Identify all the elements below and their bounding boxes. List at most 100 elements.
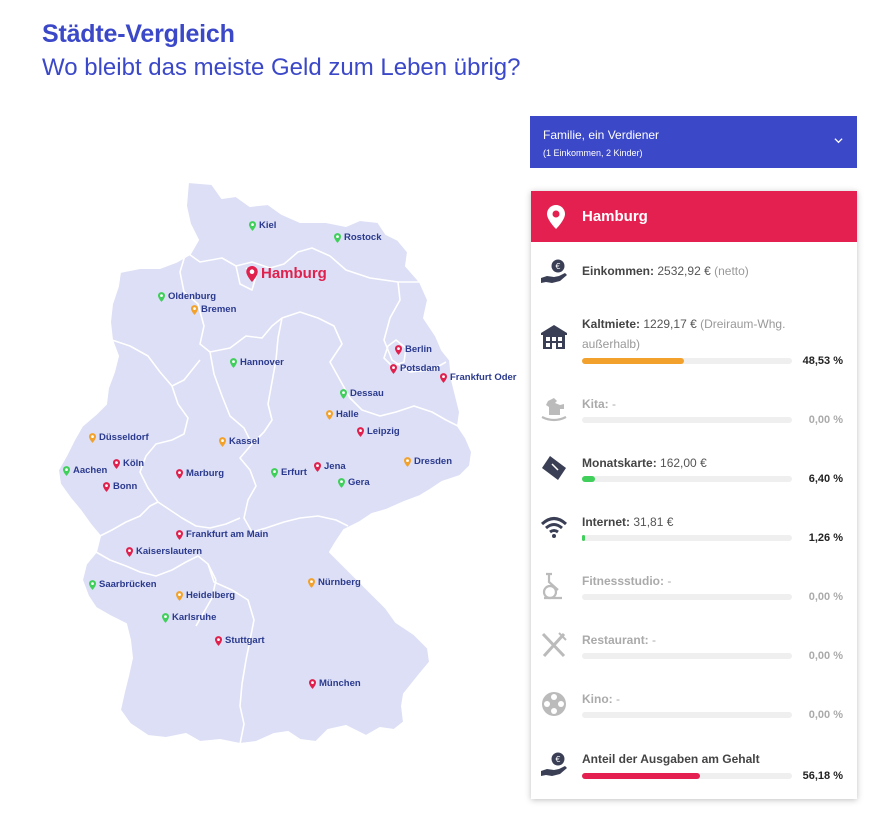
map-pin-icon [113,458,120,469]
city-marker-marburg[interactable]: Marburg [176,468,224,479]
dropdown-selected-label: Familie, ein Verdiener [543,128,660,142]
row-fitnessstudio: Fitnessstudio: - 0,00 % [531,552,857,611]
city-detail-panel: Hamburg € Einkommen: 2532,92 € (netto) K… [531,191,857,799]
city-label: Dresden [414,456,453,467]
einkommen-text: Einkommen: 2532,92 € (netto) [582,264,749,278]
monatskarte-percent: 6,40 % [808,473,843,485]
map-pin-icon [219,436,226,447]
map-pin-icon [249,220,256,231]
city-label: Oldenburg [168,291,217,302]
row-restaurant: Restaurant: - 0,00 % [531,611,857,670]
map-pin-icon [314,461,321,472]
city-marker-hannover[interactable]: Hannover [230,357,284,368]
city-marker-dresden[interactable]: Dresden [404,456,452,467]
monatskarte-bar-fill [582,476,596,482]
city-marker-frankfurt-oder[interactable]: Frankfurt Oder [440,372,517,383]
city-marker-erfurt[interactable]: Erfurt [271,467,307,478]
map-pin-icon [158,291,165,302]
city-label: Potsdam [400,363,441,374]
city-label: Leipzig [367,426,400,437]
city-marker-berlin[interactable]: Berlin [395,344,432,355]
restaurant-text: Restaurant: - [582,633,657,647]
city-marker-aachen[interactable]: Aachen [63,465,107,476]
city-marker-münchen[interactable]: München [309,678,361,689]
film-reel-icon [542,692,566,716]
city-label: Jena [324,461,346,472]
map-pin-icon [89,432,96,443]
restaurant-bar [582,653,792,659]
monatskarte-text: Monatskarte: 162,00 € [582,456,707,470]
city-label: Erfurt [281,467,307,478]
city-marker-köln[interactable]: Köln [113,458,144,469]
city-label: Gera [348,477,370,488]
city-label: Aachen [73,465,108,476]
dropdown-selected-sublabel: (1 Einkommen, 2 Kinder) [543,148,643,158]
map-pin-icon [162,612,169,623]
map-pin-icon [176,468,183,479]
kita-percent: 0,00 % [808,414,843,426]
city-marker-nürnberg[interactable]: Nürnberg [308,577,361,588]
city-marker-gera[interactable]: Gera [338,477,370,488]
monatskarte-bar [582,476,792,482]
city-marker-leipzig[interactable]: Leipzig [357,426,400,437]
city-label: Dessau [350,388,384,399]
map-pin-icon [326,409,333,420]
city-label: Marburg [186,468,224,479]
city-marker-stuttgart[interactable]: Stuttgart [215,635,265,646]
kino-text: Kino: - [582,692,620,706]
city-marker-oldenburg[interactable]: Oldenburg [158,291,216,302]
row-monatskarte: Monatskarte: 162,00 € 6,40 % [531,434,857,493]
fitness-bar [582,594,792,600]
city-marker-bonn[interactable]: Bonn [103,481,137,492]
kaltmiete-note-line2: außerhalb) [582,337,641,351]
building-icon [541,325,567,349]
city-marker-hamburg[interactable]: Hamburg [246,265,327,282]
city-marker-kaiserslautern[interactable]: Kaiserslautern [126,546,202,557]
city-marker-rostock[interactable]: Rostock [334,232,381,243]
city-marker-kiel[interactable]: Kiel [249,220,276,231]
city-label: Berlin [405,344,432,355]
city-marker-jena[interactable]: Jena [314,461,346,472]
map-pin-icon [338,477,345,488]
city-label: Heidelberg [186,590,236,601]
internet-text: Internet: 31,81 € [582,515,674,529]
map-pin-icon [334,232,341,243]
wifi-icon [540,517,568,538]
row-einkommen: € Einkommen: 2532,92 € (netto) [531,242,857,301]
city-marker-saarbrücken[interactable]: Saarbrücken [89,579,157,590]
row-kita: Kita: - 0,00 % [531,375,857,434]
kaltmiete-percent: 48,53 % [802,355,843,367]
city-label: Rostock [344,232,382,243]
city-label: Hannover [240,357,284,368]
kita-text: Kita: - [582,397,617,411]
exercise-bike-icon [542,572,562,600]
city-marker-potsdam[interactable]: Potsdam [390,363,440,374]
household-type-dropdown[interactable]: Familie, ein Verdiener (1 Einkommen, 2 K… [530,116,857,168]
kino-percent: 0,00 % [808,709,843,721]
city-label: Düsseldorf [99,432,149,443]
city-marker-karlsruhe[interactable]: Karlsruhe [162,612,216,623]
city-label: Köln [123,458,145,469]
kaltmiete-text: Kaltmiete: 1229,17 € (Dreiraum-Whg. [582,317,786,331]
restaurant-percent: 0,00 % [808,650,843,662]
city-label: Frankfurt am Main [186,529,269,540]
city-marker-bremen[interactable]: Bremen [191,304,236,315]
city-marker-düsseldorf[interactable]: Düsseldorf [89,432,149,443]
city-marker-frankfurt-am-main[interactable]: Frankfurt am Main [176,529,268,540]
map-pin-icon [340,388,347,399]
internet-percent: 1,26 % [808,532,843,544]
map-pin-icon [191,304,198,315]
city-marker-heidelberg[interactable]: Heidelberg [176,590,235,601]
map-pin-icon [176,529,183,540]
map-pin-icon [215,635,222,646]
map-pin-icon [126,546,133,557]
city-marker-dessau[interactable]: Dessau [340,388,384,399]
map-pin-icon [246,265,258,282]
city-marker-halle[interactable]: Halle [326,409,359,420]
row-kino: Kino: - 0,00 % [531,670,857,729]
city-label: Halle [336,409,359,420]
rocking-horse-icon [541,398,567,422]
map-pin-icon [404,456,411,467]
row-kaltmiete: Kaltmiete: 1229,17 € (Dreiraum-Whg. auße… [531,301,857,375]
city-marker-kassel[interactable]: Kassel [219,436,260,447]
